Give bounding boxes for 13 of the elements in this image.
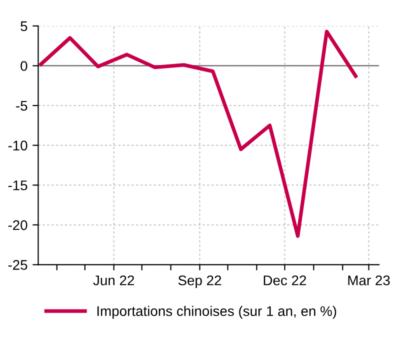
y-tick-label: 0 [20,61,28,71]
y-tick-label: -5 [16,101,28,111]
x-tick-label: Jun 22 [93,275,134,286]
y-tick-label: -20 [8,220,28,230]
x-tick-label: Mar 23 [348,275,390,286]
legend-label: Importations chinoises (sur 1 an, en %) [97,306,336,319]
y-tick-label: -15 [8,180,28,190]
x-tick-label: Dec 22 [264,275,306,286]
y-tick-label: -10 [8,140,28,150]
y-tick-label: 5 [20,21,28,32]
y-tick-label: -25 [8,260,28,270]
x-tick-label: Sep 22 [178,275,222,288]
line-series [39,30,358,238]
